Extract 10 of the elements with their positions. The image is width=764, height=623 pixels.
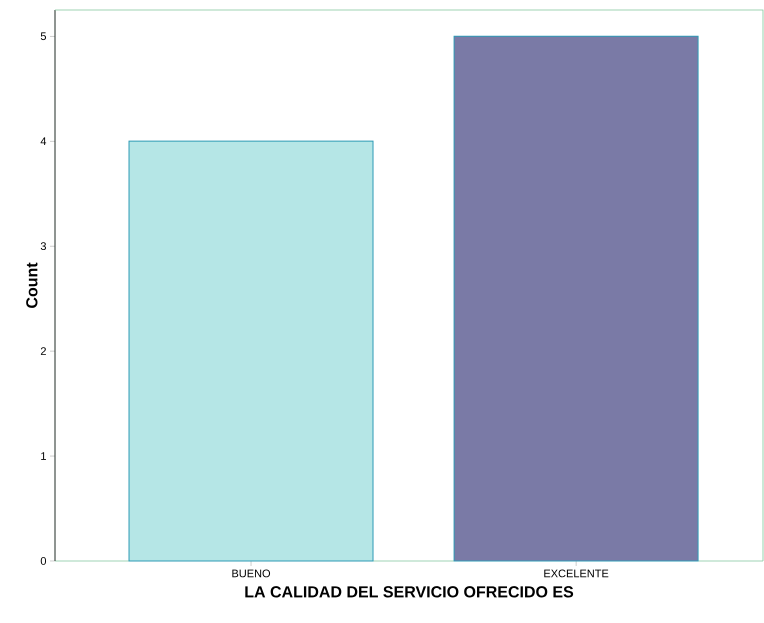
x-tick-label: EXCELENTE [544,570,608,578]
y-tick-label: 4 [40,137,46,145]
y-tick-label: 3 [40,242,46,250]
x-tick-label: BUENO [232,570,270,578]
y-tick-label: 2 [40,347,46,355]
y-tick-label: 0 [40,557,46,565]
y-axis-title: Count [26,262,38,308]
y-tick-label: 5 [40,32,46,40]
x-axis-title: LA CALIDAD DEL SERVICIO OFRECIDO ES [245,586,574,598]
y-tick-label: 1 [41,452,46,460]
